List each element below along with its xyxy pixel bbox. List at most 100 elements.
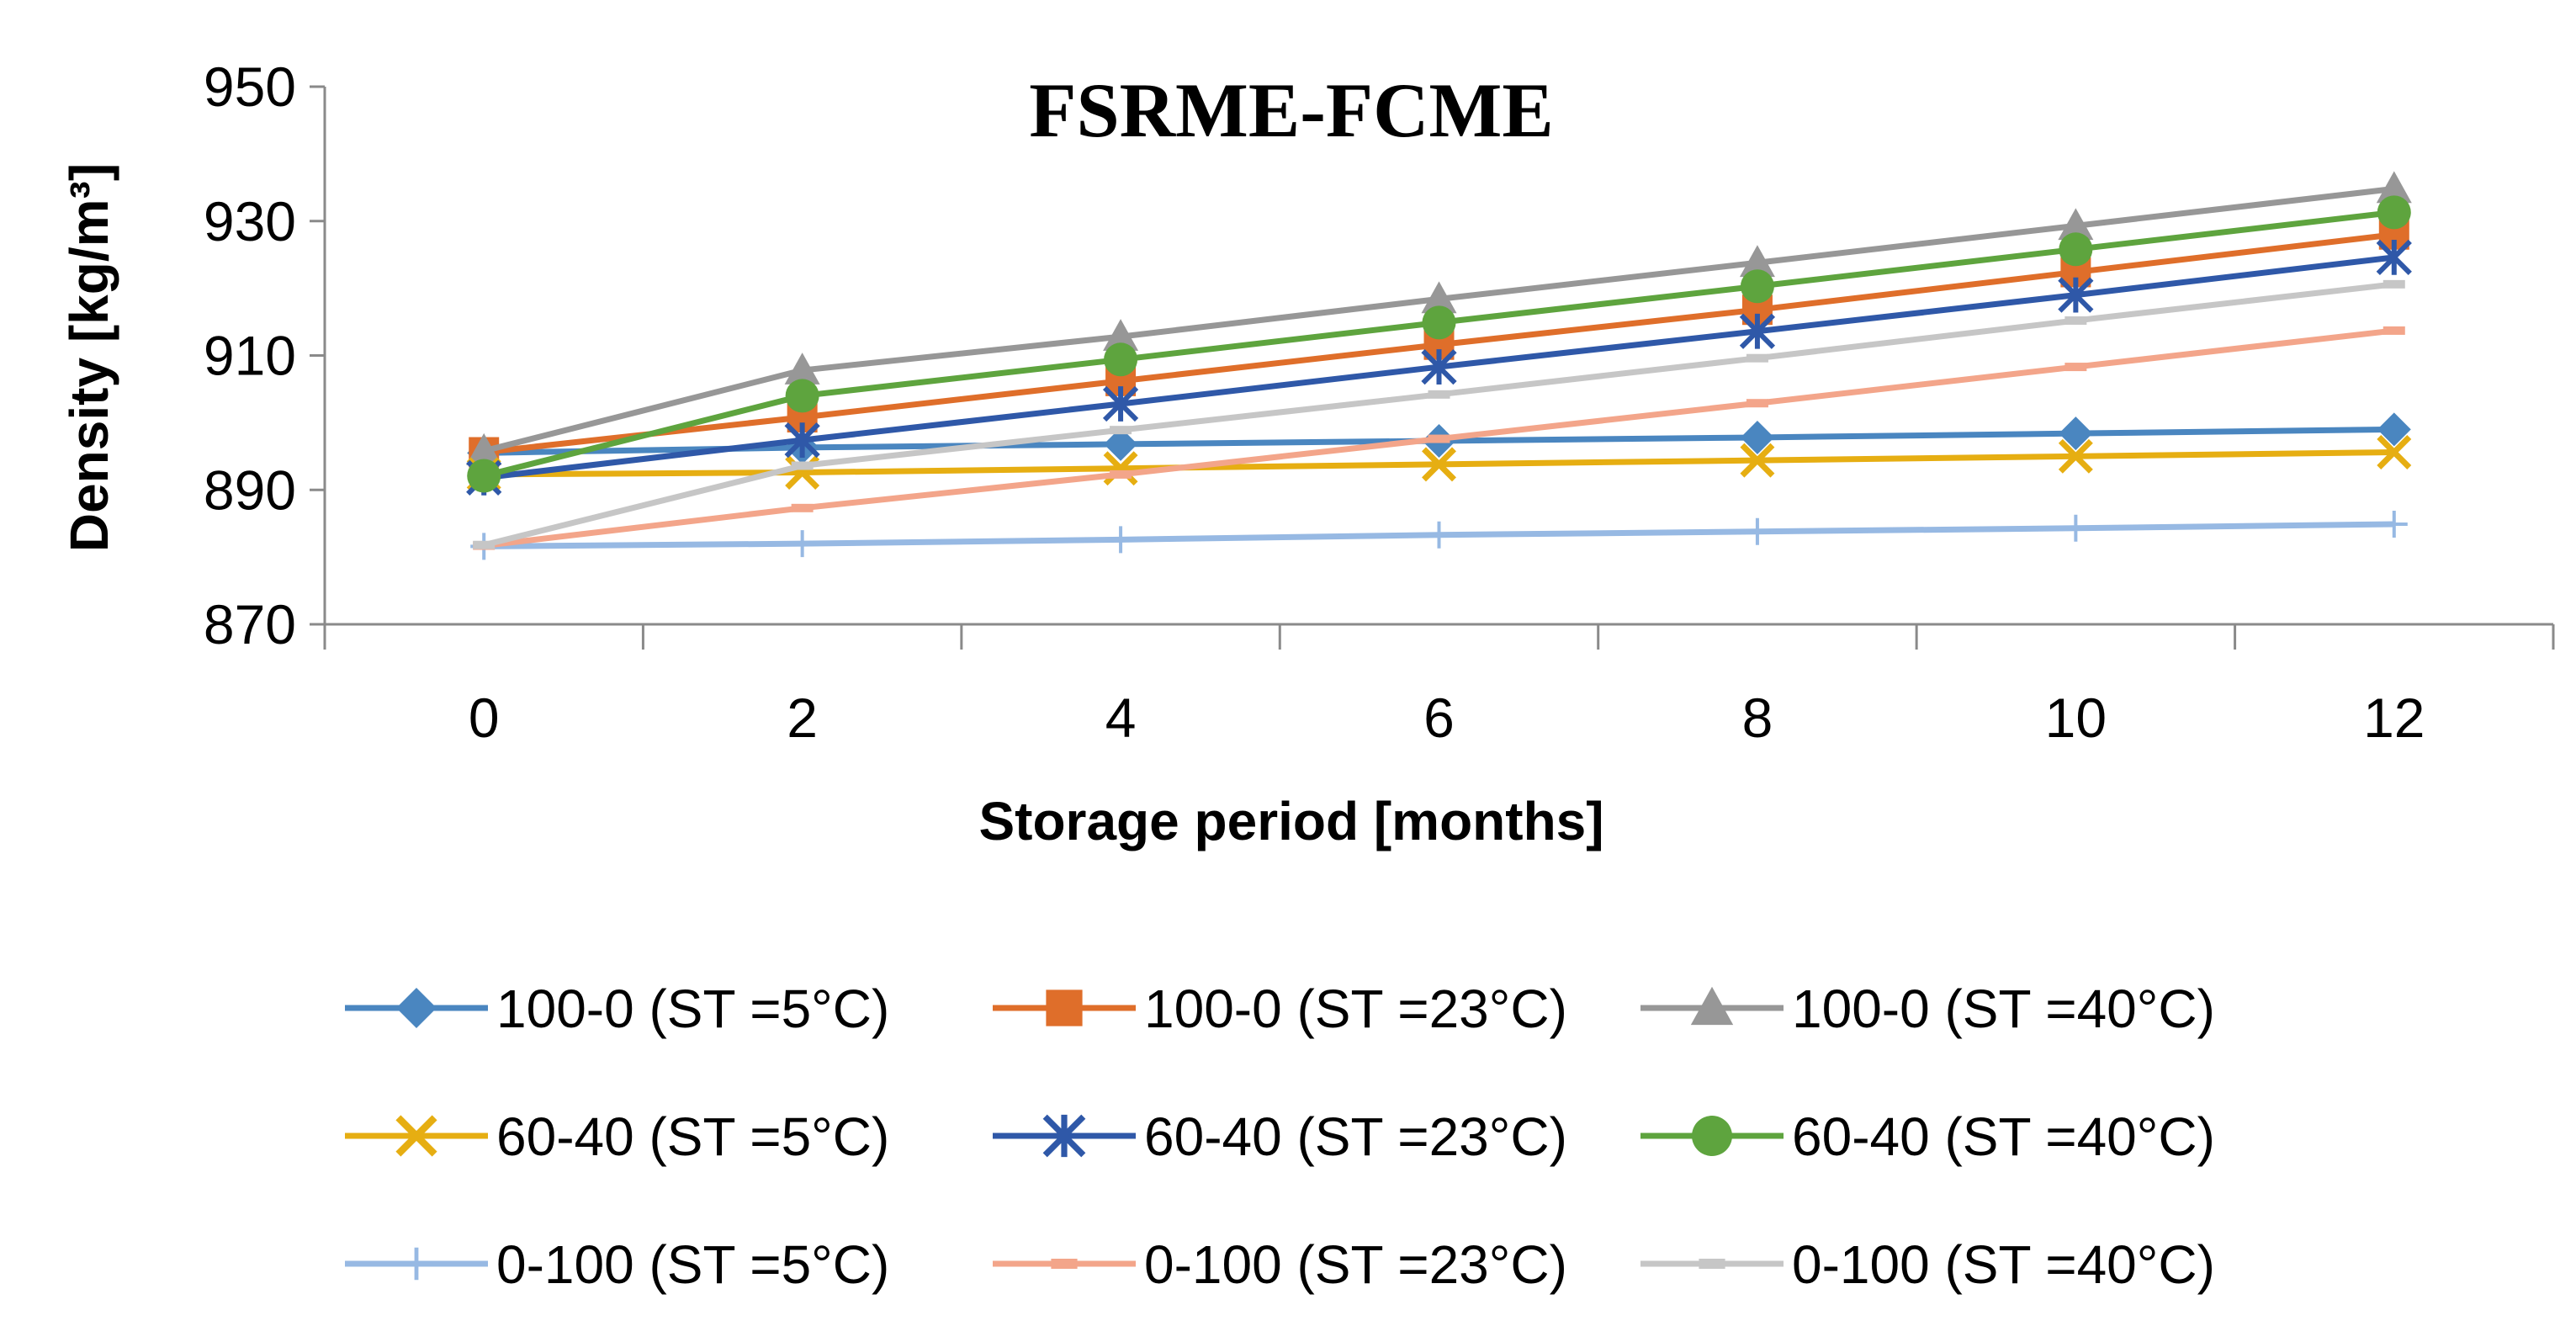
legend-label: 60-40 (ST =40°C): [1792, 1106, 2215, 1167]
data-point: [1110, 426, 1132, 435]
data-point: [784, 353, 820, 385]
data-point: [1746, 399, 1768, 408]
data-point: [2380, 510, 2408, 538]
legend-label: 0-100 (ST =23°C): [1144, 1234, 1567, 1295]
data-point: [1739, 313, 1776, 349]
data-point: [791, 461, 814, 470]
legend-label: 100-0 (ST =23°C): [1144, 979, 1567, 1039]
data-point: [1110, 469, 1132, 479]
series-6: [467, 195, 2411, 493]
data-point: [2059, 232, 2093, 267]
data-point: [2377, 435, 2412, 469]
data-point: [1425, 521, 1453, 549]
legend-entry: 0-100 (ST =40°C): [1640, 1234, 2215, 1295]
data-series: [466, 171, 2412, 560]
legend-entry: 60-40 (ST =23°C): [993, 1106, 1567, 1167]
data-point: [2058, 208, 2094, 241]
data-point: [2058, 438, 2093, 474]
legend-entry: 100-0 (ST =5°C): [345, 979, 889, 1039]
series-7: [470, 510, 2408, 560]
data-point: [1102, 385, 1139, 422]
x-tick-label: 6: [1423, 687, 1455, 749]
legend-marker: [1690, 986, 1734, 1026]
x-tick-label: 2: [787, 687, 818, 749]
x-axis-title: Storage period [months]: [978, 791, 1603, 851]
data-point: [1428, 390, 1450, 399]
data-point: [785, 379, 819, 413]
data-point: [1422, 305, 1456, 340]
data-point: [2383, 326, 2405, 335]
data-point: [1107, 526, 1135, 554]
legend-label: 0-100 (ST =40°C): [1792, 1234, 2215, 1295]
series-5: [466, 239, 2412, 496]
legend-marker: [395, 1115, 437, 1157]
legend-entry: 100-0 (ST =23°C): [993, 979, 1567, 1039]
data-point: [791, 503, 814, 512]
y-tick-label: 870: [204, 593, 296, 655]
data-point: [466, 432, 502, 465]
data-point: [1743, 517, 1771, 545]
legend-marker: [1692, 1116, 1732, 1156]
data-point: [473, 540, 496, 549]
legend-marker: [1699, 1259, 1725, 1269]
data-point: [1104, 342, 1138, 377]
legend-entry: 100-0 (ST =40°C): [1640, 979, 2215, 1039]
data-point: [2059, 416, 2093, 451]
y-tick-label: 950: [204, 56, 296, 118]
data-point: [1421, 348, 1457, 385]
data-point: [788, 530, 816, 558]
y-tick-label: 910: [204, 325, 296, 387]
data-point: [1104, 427, 1138, 461]
data-point: [784, 422, 820, 459]
legend-label: 60-40 (ST =5°C): [496, 1106, 889, 1167]
data-point: [2065, 363, 2087, 372]
legend-marker: [400, 1247, 433, 1281]
data-point: [2376, 171, 2412, 204]
data-point: [2058, 277, 2094, 313]
legend-entry: 0-100 (ST =5°C): [345, 1234, 889, 1295]
data-point: [2062, 514, 2090, 542]
x-tick-label: 10: [2045, 687, 2107, 749]
data-point: [2383, 279, 2405, 289]
data-point: [467, 459, 501, 493]
legend-entry: 0-100 (ST =23°C): [993, 1234, 1567, 1295]
y-axis-title: Density [kg/m³]: [59, 163, 119, 552]
legend-entry: 60-40 (ST =40°C): [1640, 1106, 2215, 1167]
series-9: [473, 279, 2405, 549]
legend-marker: [1051, 1259, 1078, 1269]
data-point: [2377, 195, 2411, 230]
series-3: [466, 171, 2412, 465]
data-point: [2065, 316, 2087, 325]
legend-marker: [396, 988, 437, 1028]
data-point: [1421, 281, 1457, 314]
x-axis-ticks: 0 2 4 6 8 10 12: [323, 624, 2555, 749]
data-point: [1422, 447, 1456, 482]
data-point: [1428, 434, 1450, 443]
y-tick-label: 890: [204, 459, 296, 521]
legend-label: 60-40 (ST =23°C): [1144, 1106, 1567, 1167]
legend-marker: [1046, 989, 1083, 1026]
data-point: [1740, 269, 1774, 304]
data-point: [2377, 412, 2411, 447]
data-point: [1739, 245, 1775, 278]
legend-label: 0-100 (ST =5°C): [496, 1234, 889, 1295]
legend-marker: [1042, 1114, 1086, 1158]
x-tick-label: 8: [1742, 687, 1773, 749]
legend-label: 100-0 (ST =5°C): [496, 979, 889, 1039]
x-tick-label: 12: [2363, 687, 2425, 749]
chart-title: FSRME-FCME: [1029, 67, 1553, 153]
data-point: [1740, 420, 1774, 454]
x-tick-label: 4: [1105, 687, 1137, 749]
legend-entry: 60-40 (ST =5°C): [345, 1106, 889, 1167]
x-tick-label: 0: [469, 687, 500, 749]
data-point: [2376, 239, 2412, 276]
data-point: [1740, 443, 1775, 478]
legend: 100-0 (ST =5°C) 100-0 (ST =23°C) 100-0 (ST…: [345, 979, 2215, 1295]
legend-label: 100-0 (ST =40°C): [1792, 979, 2215, 1039]
series-8: [473, 326, 2405, 550]
data-point: [1103, 319, 1139, 351]
y-axis-ticks: 870 890 910 930 950: [204, 56, 325, 655]
data-point: [1746, 353, 1768, 363]
y-tick-label: 930: [204, 190, 296, 252]
